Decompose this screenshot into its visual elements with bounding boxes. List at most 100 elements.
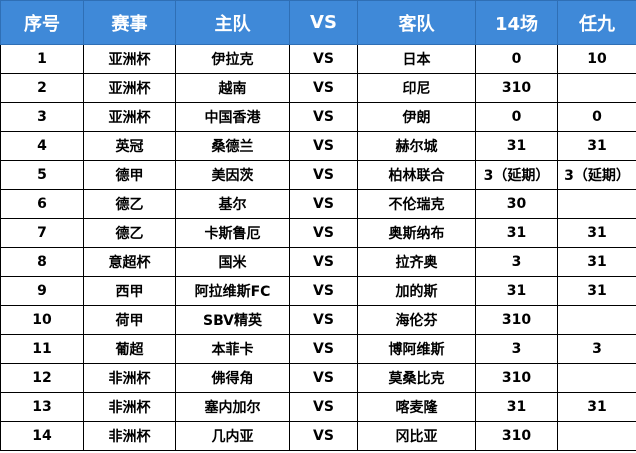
table-row: 4 英冠 桑德兰 VS 赫尔城 31 31 bbox=[0, 131, 636, 161]
table-row: 8 意超杯 国米 VS 拉齐奥 3 31 bbox=[0, 247, 636, 277]
pick-9-cell: 3（延期） bbox=[557, 160, 636, 190]
competition-cell: 德甲 bbox=[83, 160, 176, 190]
header-14-match-pick: 14场 bbox=[475, 0, 558, 45]
competition-cell: 亚洲杯 bbox=[83, 44, 176, 74]
row-index-cell: 6 bbox=[0, 189, 84, 219]
pick-9-cell bbox=[557, 305, 636, 335]
home-team-cell: 伊拉克 bbox=[175, 44, 290, 74]
header-away-team: 客队 bbox=[357, 0, 476, 45]
away-team-cell: 赫尔城 bbox=[357, 131, 476, 161]
away-team-cell: 印尼 bbox=[357, 73, 476, 103]
pick-14-cell: 0 bbox=[475, 44, 558, 74]
row-index-cell: 12 bbox=[0, 363, 84, 393]
pick-9-cell bbox=[557, 363, 636, 393]
pick-14-cell: 31 bbox=[475, 131, 558, 161]
pick-14-cell: 310 bbox=[475, 73, 558, 103]
away-team-cell: 冈比亚 bbox=[357, 421, 476, 451]
pick-14-cell: 310 bbox=[475, 363, 558, 393]
row-index-cell: 8 bbox=[0, 247, 84, 277]
pick-9-cell: 0 bbox=[557, 102, 636, 132]
pick-14-cell: 31 bbox=[475, 392, 558, 422]
header-competition: 赛事 bbox=[83, 0, 176, 45]
competition-cell: 英冠 bbox=[83, 131, 176, 161]
header-index: 序号 bbox=[0, 0, 84, 45]
pick-9-cell: 3 bbox=[557, 334, 636, 364]
competition-cell: 德乙 bbox=[83, 189, 176, 219]
table-row: 12 非洲杯 佛得角 VS 莫桑比克 310 bbox=[0, 363, 636, 393]
header-row: 序号 赛事 主队 VS 客队 14场 任九 bbox=[0, 0, 636, 45]
vs-label-cell: VS bbox=[289, 334, 358, 364]
table-row: 10 荷甲 SBV精英 VS 海伦芬 310 bbox=[0, 305, 636, 335]
pick-9-cell: 31 bbox=[557, 131, 636, 161]
home-team-cell: 卡斯鲁厄 bbox=[175, 218, 290, 248]
away-team-cell: 日本 bbox=[357, 44, 476, 74]
home-team-cell: SBV精英 bbox=[175, 305, 290, 335]
pick-14-cell: 31 bbox=[475, 218, 558, 248]
header-vs: VS bbox=[289, 0, 358, 45]
home-team-cell: 越南 bbox=[175, 73, 290, 103]
away-team-cell: 柏林联合 bbox=[357, 160, 476, 190]
competition-cell: 德乙 bbox=[83, 218, 176, 248]
row-index-cell: 13 bbox=[0, 392, 84, 422]
table-row: 6 德乙 基尔 VS 不伦瑞克 30 bbox=[0, 189, 636, 219]
row-index-cell: 7 bbox=[0, 218, 84, 248]
vs-label-cell: VS bbox=[289, 189, 358, 219]
home-team-cell: 中国香港 bbox=[175, 102, 290, 132]
competition-cell: 西甲 bbox=[83, 276, 176, 306]
competition-cell: 非洲杯 bbox=[83, 421, 176, 451]
row-index-cell: 4 bbox=[0, 131, 84, 161]
row-index-cell: 1 bbox=[0, 44, 84, 74]
home-team-cell: 几内亚 bbox=[175, 421, 290, 451]
away-team-cell: 莫桑比克 bbox=[357, 363, 476, 393]
away-team-cell: 博阿维斯 bbox=[357, 334, 476, 364]
home-team-cell: 佛得角 bbox=[175, 363, 290, 393]
away-team-cell: 奥斯纳布 bbox=[357, 218, 476, 248]
row-index-cell: 10 bbox=[0, 305, 84, 335]
vs-label-cell: VS bbox=[289, 276, 358, 306]
competition-cell: 荷甲 bbox=[83, 305, 176, 335]
away-team-cell: 加的斯 bbox=[357, 276, 476, 306]
away-team-cell: 伊朗 bbox=[357, 102, 476, 132]
pick-9-cell: 31 bbox=[557, 392, 636, 422]
competition-cell: 意超杯 bbox=[83, 247, 176, 277]
away-team-cell: 不伦瑞克 bbox=[357, 189, 476, 219]
table-row: 3 亚洲杯 中国香港 VS 伊朗 0 0 bbox=[0, 102, 636, 132]
vs-label-cell: VS bbox=[289, 363, 358, 393]
table-row: 1 亚洲杯 伊拉克 VS 日本 0 10 bbox=[0, 44, 636, 74]
home-team-cell: 本菲卡 bbox=[175, 334, 290, 364]
home-team-cell: 桑德兰 bbox=[175, 131, 290, 161]
pick-9-cell: 31 bbox=[557, 276, 636, 306]
pick-14-cell: 3（延期） bbox=[475, 160, 558, 190]
competition-cell: 非洲杯 bbox=[83, 392, 176, 422]
table-row: 9 西甲 阿拉维斯FC VS 加的斯 31 31 bbox=[0, 276, 636, 306]
row-index-cell: 11 bbox=[0, 334, 84, 364]
pick-14-cell: 30 bbox=[475, 189, 558, 219]
pick-14-cell: 0 bbox=[475, 102, 558, 132]
home-team-cell: 美因茨 bbox=[175, 160, 290, 190]
pick-14-cell: 3 bbox=[475, 247, 558, 277]
header-pick-nine: 任九 bbox=[557, 0, 636, 45]
away-team-cell: 海伦芬 bbox=[357, 305, 476, 335]
vs-label-cell: VS bbox=[289, 102, 358, 132]
table-row: 7 德乙 卡斯鲁厄 VS 奥斯纳布 31 31 bbox=[0, 218, 636, 248]
pick-14-cell: 3 bbox=[475, 334, 558, 364]
vs-label-cell: VS bbox=[289, 44, 358, 74]
pick-9-cell bbox=[557, 73, 636, 103]
row-index-cell: 5 bbox=[0, 160, 84, 190]
row-index-cell: 14 bbox=[0, 421, 84, 451]
competition-cell: 葡超 bbox=[83, 334, 176, 364]
vs-label-cell: VS bbox=[289, 73, 358, 103]
competition-cell: 亚洲杯 bbox=[83, 73, 176, 103]
pick-14-cell: 31 bbox=[475, 276, 558, 306]
pick-9-cell bbox=[557, 189, 636, 219]
pick-14-cell: 310 bbox=[475, 421, 558, 451]
home-team-cell: 基尔 bbox=[175, 189, 290, 219]
table-row: 13 非洲杯 塞内加尔 VS 喀麦隆 31 31 bbox=[0, 392, 636, 422]
vs-label-cell: VS bbox=[289, 160, 358, 190]
table-row: 11 葡超 本菲卡 VS 博阿维斯 3 3 bbox=[0, 334, 636, 364]
competition-cell: 亚洲杯 bbox=[83, 102, 176, 132]
away-team-cell: 喀麦隆 bbox=[357, 392, 476, 422]
table-row: 2 亚洲杯 越南 VS 印尼 310 bbox=[0, 73, 636, 103]
home-team-cell: 阿拉维斯FC bbox=[175, 276, 290, 306]
